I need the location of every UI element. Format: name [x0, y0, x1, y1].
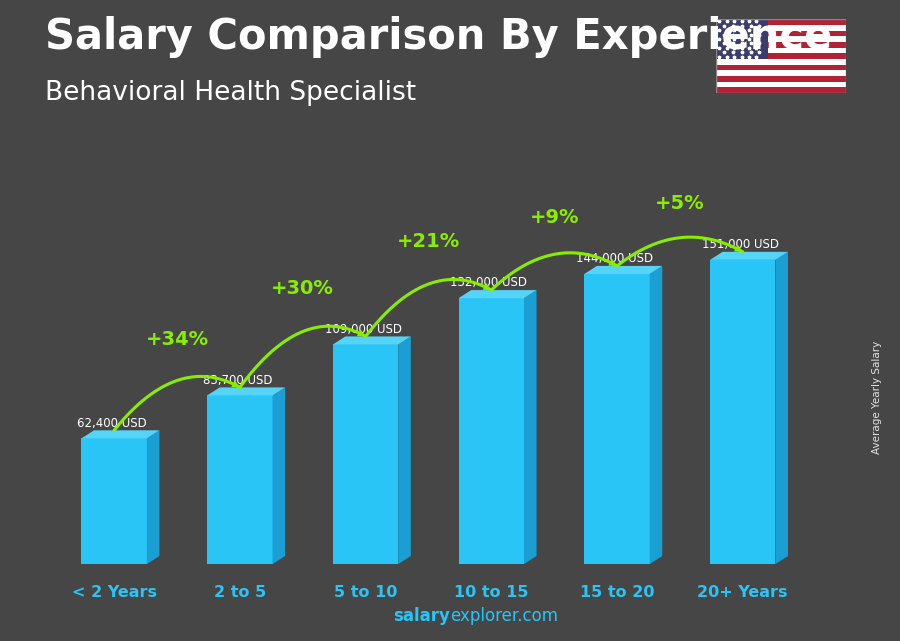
- Polygon shape: [333, 337, 410, 344]
- Bar: [716, 25, 846, 31]
- Bar: [716, 81, 846, 87]
- Text: < 2 Years: < 2 Years: [72, 585, 157, 600]
- Text: 20+ Years: 20+ Years: [698, 585, 788, 600]
- Polygon shape: [207, 395, 273, 564]
- Polygon shape: [82, 430, 159, 438]
- Text: Average Yearly Salary: Average Yearly Salary: [872, 341, 883, 454]
- Text: 83,700 USD: 83,700 USD: [202, 374, 272, 387]
- Bar: [716, 19, 768, 59]
- Text: 15 to 20: 15 to 20: [580, 585, 654, 600]
- Polygon shape: [333, 344, 399, 564]
- Bar: [716, 65, 846, 71]
- Bar: [716, 47, 846, 53]
- Text: 2 to 5: 2 to 5: [213, 585, 266, 600]
- Bar: [716, 53, 846, 59]
- Polygon shape: [459, 290, 536, 298]
- Text: +34%: +34%: [146, 329, 209, 349]
- Bar: [716, 76, 846, 81]
- Polygon shape: [710, 260, 776, 564]
- Bar: [716, 37, 846, 42]
- Polygon shape: [273, 387, 285, 564]
- Text: 62,400 USD: 62,400 USD: [76, 417, 147, 429]
- Text: explorer.com: explorer.com: [450, 607, 558, 625]
- Text: Behavioral Health Specialist: Behavioral Health Specialist: [45, 80, 416, 106]
- Text: 132,000 USD: 132,000 USD: [450, 276, 527, 289]
- Text: 144,000 USD: 144,000 USD: [576, 252, 653, 265]
- Bar: [716, 19, 846, 25]
- Polygon shape: [584, 274, 650, 564]
- Polygon shape: [82, 438, 147, 564]
- Text: +21%: +21%: [397, 232, 460, 251]
- Bar: [716, 42, 846, 47]
- Text: +5%: +5%: [655, 194, 705, 213]
- Polygon shape: [650, 266, 662, 564]
- Polygon shape: [776, 252, 788, 564]
- Text: salary: salary: [393, 607, 450, 625]
- Text: 5 to 10: 5 to 10: [334, 585, 397, 600]
- Polygon shape: [584, 266, 662, 274]
- Polygon shape: [207, 387, 285, 395]
- Polygon shape: [459, 298, 524, 564]
- Text: 10 to 15: 10 to 15: [454, 585, 528, 600]
- Text: 151,000 USD: 151,000 USD: [702, 238, 778, 251]
- Text: +30%: +30%: [271, 279, 334, 297]
- Text: +9%: +9%: [529, 208, 579, 227]
- Polygon shape: [147, 430, 159, 564]
- Bar: [716, 31, 846, 37]
- Polygon shape: [399, 337, 410, 564]
- Bar: [716, 87, 846, 93]
- Text: 109,000 USD: 109,000 USD: [325, 322, 401, 336]
- Bar: [716, 71, 846, 76]
- Polygon shape: [710, 252, 788, 260]
- Bar: [716, 59, 846, 65]
- Polygon shape: [524, 290, 536, 564]
- Text: Salary Comparison By Experience: Salary Comparison By Experience: [45, 16, 832, 58]
